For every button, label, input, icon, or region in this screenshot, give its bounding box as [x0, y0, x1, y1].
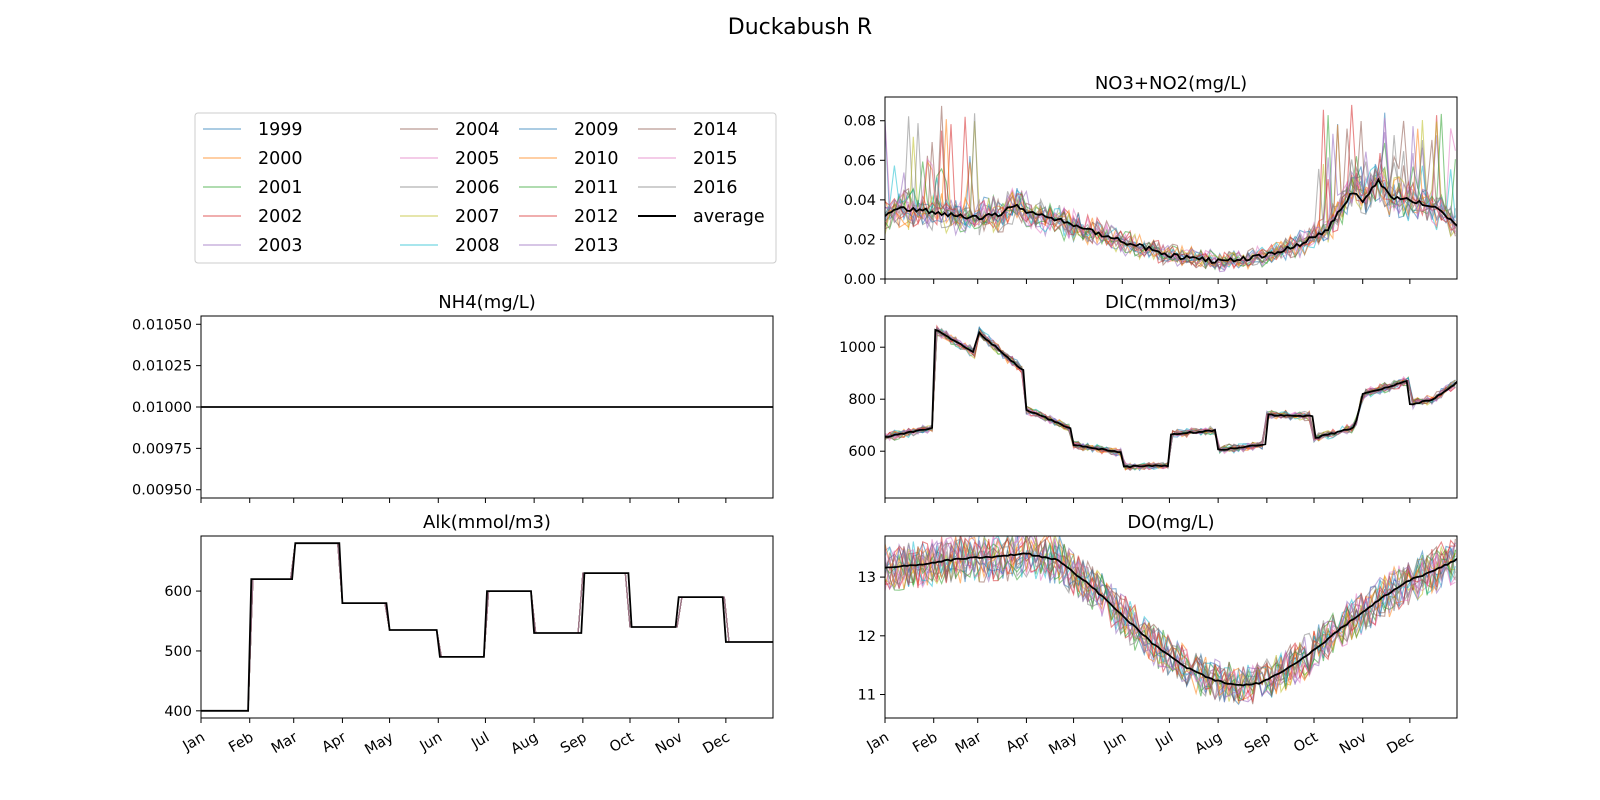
legend-label-2004: 2004 [455, 120, 500, 140]
legend-label-2015: 2015 [693, 149, 738, 169]
alk-xtick-label: May [362, 729, 396, 758]
alk-title: Alk(mmol/m3) [423, 512, 551, 533]
do-xtick-label: Sep [1242, 730, 1274, 758]
do-ytick-label: 13 [858, 570, 876, 586]
do-title: DO(mg/L) [1127, 512, 1214, 533]
do-xtick-label: Apr [1004, 730, 1034, 756]
alk-axes-frame [200, 535, 774, 719]
alk-xtick-label: Jul [468, 730, 492, 753]
nh4-ytick-label: 0.00975 [132, 441, 192, 457]
alk-xtick-label: Dec [700, 730, 732, 758]
alk-series-average [201, 542, 773, 712]
dic-title: DIC(mmol/m3) [1105, 292, 1237, 313]
alk-xtick-label: Sep [558, 730, 590, 758]
no3-series-average [885, 177, 1457, 264]
no3-axes-frame [884, 96, 1458, 280]
alk-series-group [201, 542, 773, 712]
do-xtick-label: May [1046, 729, 1080, 758]
do-series-group [885, 536, 1457, 706]
alk-xtick-label: Apr [320, 730, 350, 756]
dic-ytick-label: 1000 [839, 340, 876, 356]
no3-ytick-label: 0.06 [844, 153, 876, 169]
panel-do: DO(mg/L) 11 12 13 Jan Feb Mar Apr May Jun Jul Aug Se… [858, 512, 1458, 758]
no3-ytick-label: 0.04 [844, 193, 876, 209]
legend-label-2011: 2011 [574, 178, 619, 198]
do-xtick-label: Jun [1101, 730, 1129, 756]
do-xtick-label: Dec [1384, 730, 1416, 758]
legend: 1999 2000 2001 2002 2003 2004 2005 2006 2007 2008… [194, 112, 777, 264]
alk-xtick-label: Mar [269, 730, 301, 758]
legend-label-2007: 2007 [455, 207, 500, 227]
no3-series-2016 [885, 113, 1456, 267]
do-xtick-label: Jul [1152, 730, 1176, 753]
legend-label-1999: 1999 [258, 120, 303, 140]
alk-xtick-label: Nov [653, 729, 686, 757]
alk-ytick-label: 400 [164, 704, 192, 720]
alk-ytick-label: 500 [164, 644, 192, 660]
do-series-2014 [885, 538, 1456, 704]
dic-series-group [885, 324, 1457, 472]
no3-series-2014 [885, 105, 1456, 269]
do-xtick-label: Aug [1192, 730, 1225, 758]
legend-label-2005: 2005 [455, 149, 500, 169]
legend-label-2010: 2010 [574, 149, 619, 169]
alk-xtick-label: Jun [417, 730, 445, 756]
dic-ytick-label: 800 [848, 392, 876, 408]
dic-ytick-label: 600 [848, 444, 876, 460]
no3-series-2011 [885, 113, 1456, 270]
panel-dic: DIC(mmol/m3) 600 800 1000 [839, 292, 1458, 503]
figure-title: Duckabush R [728, 15, 872, 40]
do-series-2016 [885, 536, 1456, 700]
do-series-average [885, 552, 1457, 687]
panel-nh4: NH4(mg/L) 0.00950 0.00975 0.01000 0.01025 0.0… [132, 292, 774, 503]
dic-axes-frame [884, 315, 1458, 499]
legend-label-2006: 2006 [455, 178, 500, 198]
no3-title: NO3+NO2(mg/L) [1095, 73, 1247, 94]
legend-label-2009: 2009 [574, 120, 619, 140]
no3-ytick-label: 0.08 [844, 114, 876, 130]
alk-xtick-label: Aug [508, 730, 541, 758]
legend-frame [194, 112, 777, 264]
alk-xtick-label: Oct [607, 729, 637, 756]
do-xtick-label: Jan [864, 730, 892, 756]
do-ytick-label: 12 [858, 629, 876, 645]
nh4-ytick-label: 0.01000 [132, 400, 192, 416]
legend-label-2003: 2003 [258, 236, 303, 256]
legend-label-2014: 2014 [693, 120, 738, 140]
alk-xtick-label: Jan [180, 730, 208, 756]
do-ytick-label: 11 [858, 688, 876, 704]
legend-label-2001: 2001 [258, 178, 303, 198]
do-series-2015 [885, 536, 1456, 703]
nh4-title: NH4(mg/L) [438, 292, 536, 313]
panel-alk: Alk(mmol/m3) 400 500 600 Jan Feb Mar Apr May Jun J… [164, 512, 774, 758]
nh4-ytick-label: 0.01025 [132, 359, 192, 375]
no3-ytick-label: 0.02 [844, 232, 876, 248]
legend-label-2008: 2008 [455, 236, 500, 256]
legend-label-2013: 2013 [574, 236, 619, 256]
no3-ytick-label: 0.00 [844, 272, 876, 288]
do-axes-frame [884, 535, 1458, 719]
legend-label-2000: 2000 [258, 149, 303, 169]
alk-xtick-label: Feb [226, 730, 256, 757]
nh4-ytick-label: 0.01050 [132, 317, 192, 333]
legend-label-2002: 2002 [258, 207, 303, 227]
legend-label-2012: 2012 [574, 207, 619, 227]
no3-series-group [885, 104, 1457, 273]
legend-label-average: average [693, 207, 765, 227]
do-series-2011 [885, 536, 1456, 702]
do-xtick-label: Mar [953, 730, 985, 758]
do-xtick-label: Feb [910, 730, 940, 757]
legend-label-2016: 2016 [693, 178, 738, 198]
dic-series-average [885, 328, 1457, 469]
panel-no3: NO3+NO2(mg/L) 0.00 0.02 0.04 0.06 0.08 [844, 73, 1458, 288]
nh4-ytick-label: 0.00950 [132, 483, 192, 499]
do-xtick-label: Oct [1291, 729, 1321, 756]
do-xtick-label: Nov [1337, 729, 1370, 757]
alk-ytick-label: 600 [164, 584, 192, 600]
